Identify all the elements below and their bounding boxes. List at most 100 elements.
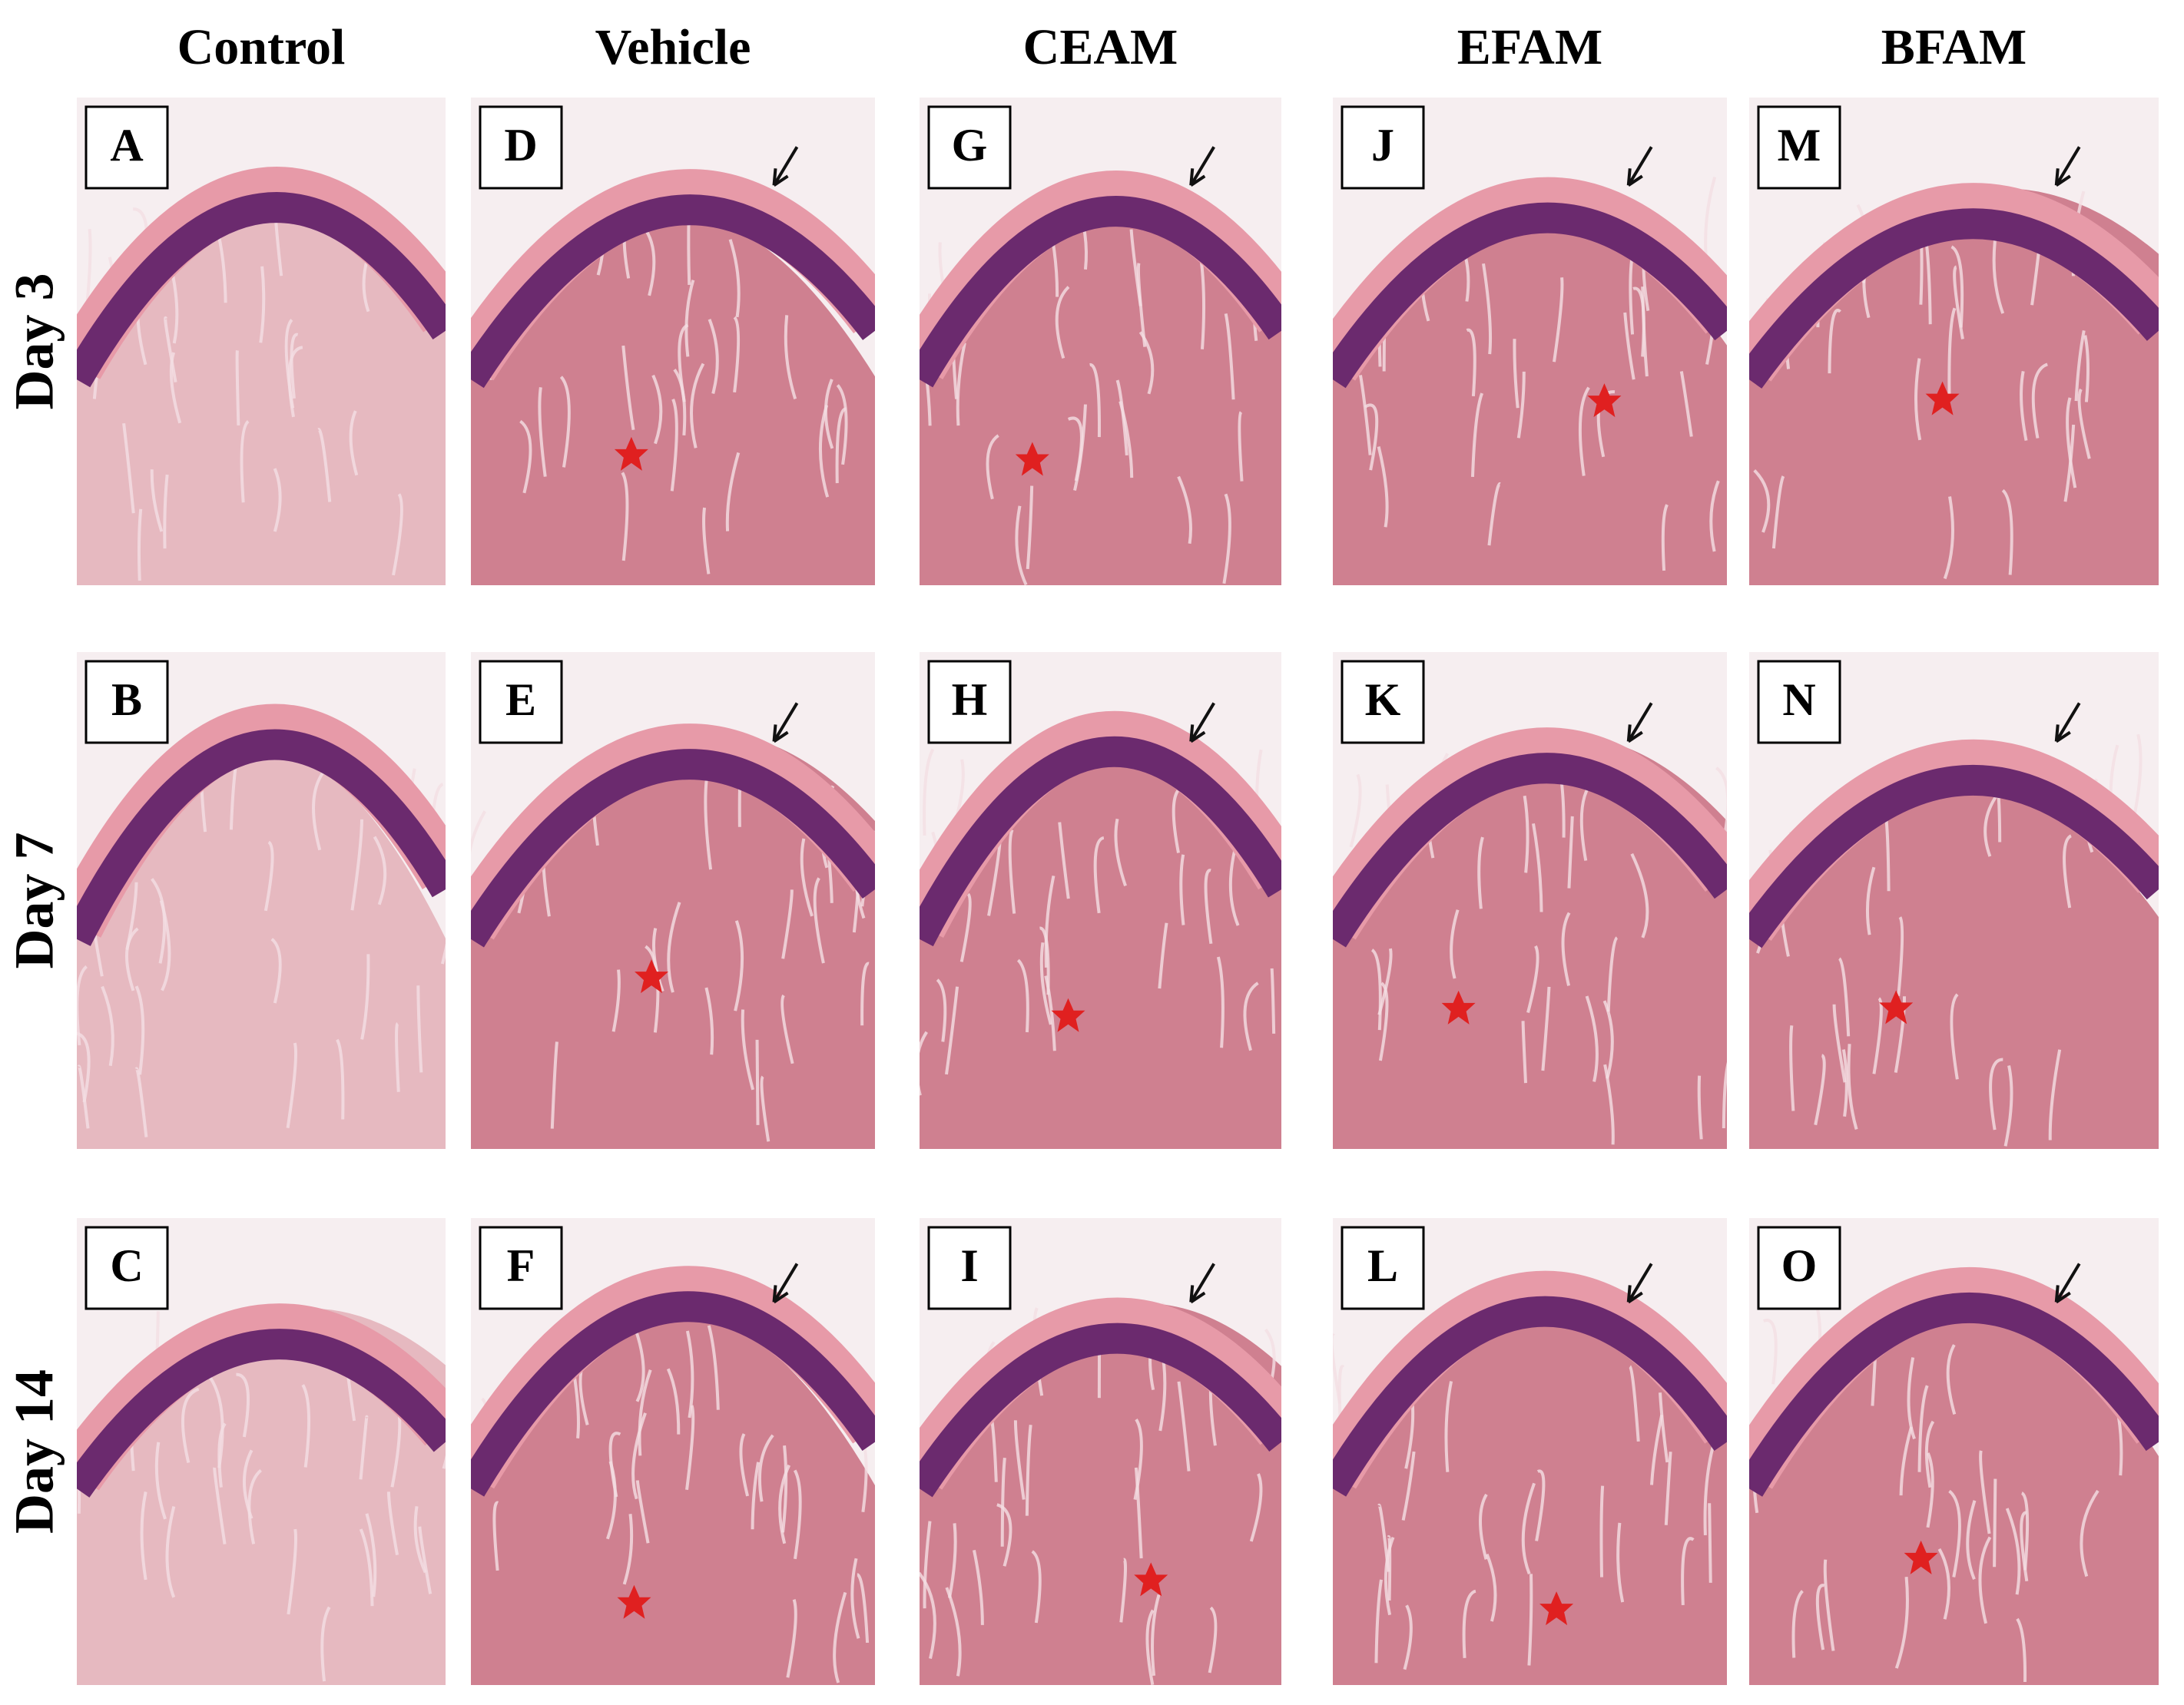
fiber: [1917, 1385, 1929, 1472]
fiber: [1179, 854, 1185, 925]
fiber: [1872, 997, 1883, 1074]
fiber: [1058, 822, 1070, 899]
fiber: [708, 319, 719, 394]
fiber: [1978, 1536, 1992, 1624]
fiber: [1401, 1451, 1416, 1521]
fiber: [1924, 1420, 1935, 1488]
fiber: [1073, 404, 1087, 491]
tissue: [77, 747, 446, 1149]
fiber: [1384, 1537, 1395, 1616]
fiber: [287, 1528, 297, 1615]
fiber: [1026, 485, 1034, 570]
panel-letter: J: [1371, 120, 1394, 170]
fiber: [1650, 1414, 1664, 1485]
fiber: [755, 1039, 760, 1125]
fiber: [1477, 836, 1484, 909]
fiber: [1228, 848, 1240, 926]
fiber: [1138, 331, 1155, 395]
fiber: [1585, 995, 1599, 1082]
fiber: [236, 1372, 250, 1438]
arrow: [1189, 1263, 1215, 1304]
fiber: [101, 985, 114, 1067]
fiber: [2063, 834, 2073, 909]
fiber: [1485, 1553, 1497, 1622]
fiber: [1270, 968, 1276, 1034]
fiber: [1937, 1548, 1950, 1620]
fiber: [1249, 1473, 1263, 1542]
fiber: [519, 419, 532, 494]
fiber: [1119, 1558, 1127, 1623]
fiber: [621, 472, 629, 561]
fiber: [936, 978, 947, 1042]
fiber: [684, 280, 695, 357]
fiber: [1025, 1425, 1032, 1516]
fiber: [159, 900, 171, 992]
letter-box: [479, 105, 563, 190]
fiber: [213, 1467, 227, 1544]
fiber: [1145, 1609, 1155, 1685]
fiber: [923, 748, 935, 836]
red-star: [614, 436, 648, 471]
fiber: [163, 474, 169, 549]
fiber: [1374, 1579, 1383, 1664]
epidermis: [920, 736, 1281, 947]
red-star: [635, 959, 669, 994]
red-star: [1051, 998, 1085, 1032]
fiber: [1238, 411, 1244, 482]
letter-box: [927, 105, 1012, 190]
panel-letter: H: [952, 674, 988, 725]
fiber: [270, 938, 282, 1004]
fiber: [263, 840, 274, 912]
fiber: [418, 1526, 432, 1594]
fiber: [1527, 1574, 1533, 1666]
fiber: [208, 1376, 224, 1468]
fiber: [1466, 328, 1476, 397]
epidermis: [1749, 764, 2159, 949]
fiber: [621, 345, 635, 431]
fiber: [1897, 916, 1904, 996]
fiber: [1603, 1064, 1615, 1145]
fiber: [973, 1549, 984, 1625]
fiber: [622, 1514, 634, 1585]
fiber: [1659, 1392, 1669, 1463]
epidermis: [920, 196, 1281, 388]
fiber: [316, 428, 332, 502]
fiber: [1513, 339, 1520, 409]
fiber: [2048, 1049, 2062, 1141]
red-star: [1539, 1591, 1574, 1626]
fiber: [1208, 1606, 1218, 1674]
fiber: [690, 363, 705, 449]
fiber: [2005, 1508, 2021, 1595]
panel-letter: F: [507, 1240, 535, 1291]
fiber: [1948, 1489, 1961, 1578]
fiber: [986, 434, 999, 500]
letter-box: [85, 105, 169, 190]
fiber: [77, 1031, 91, 1103]
fiber: [1039, 926, 1050, 995]
fiber: [2001, 488, 2013, 575]
fiber: [611, 969, 621, 1032]
fiber: [1224, 313, 1235, 400]
letter-box: [85, 660, 169, 744]
panel-letter: I: [960, 1240, 978, 1291]
fiber: [2077, 388, 2091, 459]
fiber: [734, 920, 744, 1011]
fiber: [1841, 1049, 1848, 1117]
fiber: [1403, 1604, 1413, 1670]
fiber: [77, 1064, 90, 1129]
fiber: [1377, 446, 1389, 528]
fiber: [2020, 1491, 2030, 1571]
epidermis: [1333, 753, 1727, 948]
fiber: [1450, 909, 1460, 979]
fiber: [2063, 424, 2076, 502]
fiber: [125, 882, 138, 951]
fiber: [818, 405, 830, 498]
fiber: [1216, 956, 1225, 1048]
micrograph: [1749, 652, 2159, 1149]
fiber: [2083, 335, 2090, 402]
fiber: [1016, 958, 1029, 1033]
fiber: [140, 1491, 147, 1581]
fiber: [725, 452, 741, 531]
panel-letter: A: [110, 120, 143, 170]
fiber: [365, 1513, 377, 1597]
